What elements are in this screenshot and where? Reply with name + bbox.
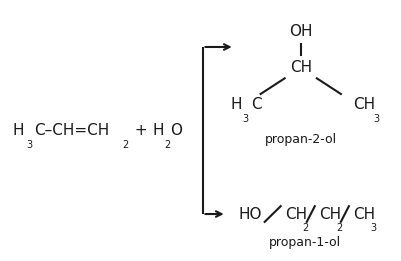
Text: CH: CH: [319, 206, 341, 222]
Text: 3: 3: [26, 140, 32, 150]
Text: 2: 2: [302, 223, 308, 233]
Text: C–CH=CH: C–CH=CH: [34, 123, 109, 138]
Text: HO: HO: [239, 206, 262, 222]
Text: CH: CH: [285, 206, 307, 222]
Text: O: O: [170, 123, 182, 138]
Text: 3: 3: [374, 114, 380, 124]
Text: 3: 3: [243, 114, 249, 124]
Text: CH: CH: [290, 60, 312, 75]
Text: +: +: [130, 123, 153, 138]
Text: 2: 2: [164, 140, 171, 150]
Text: CH: CH: [353, 97, 375, 112]
Text: C: C: [251, 97, 261, 112]
Text: 3: 3: [370, 223, 376, 233]
Text: CH: CH: [353, 206, 375, 222]
Text: H: H: [152, 123, 164, 138]
Text: propan-1-ol: propan-1-ol: [269, 236, 341, 249]
Text: propan-2-ol: propan-2-ol: [265, 133, 337, 146]
Text: OH: OH: [289, 24, 312, 39]
Text: 2: 2: [336, 223, 342, 233]
Text: H: H: [231, 97, 242, 112]
Text: H: H: [12, 123, 24, 138]
Text: 2: 2: [122, 140, 129, 150]
